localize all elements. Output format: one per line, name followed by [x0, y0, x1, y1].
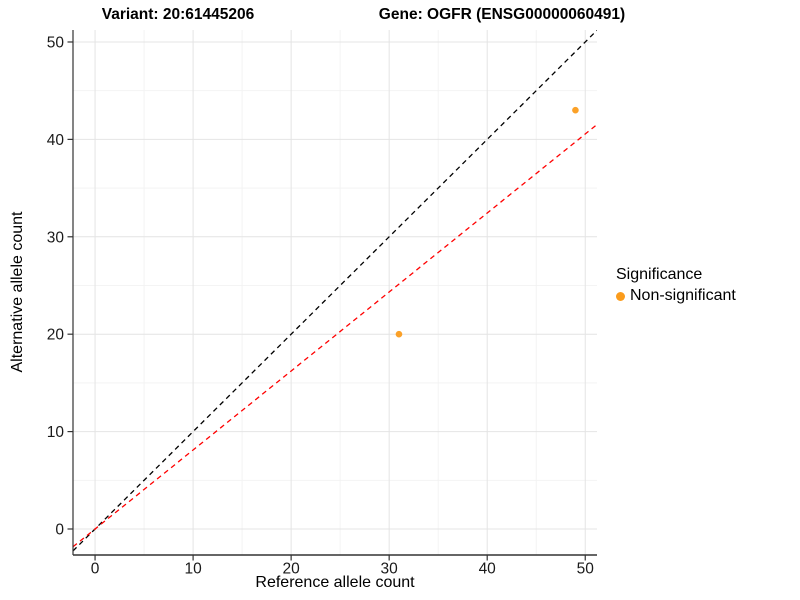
x-axis-title: Reference allele count [255, 574, 415, 591]
x-tick-label: 40 [479, 561, 497, 578]
expected-ratio-line [73, 124, 597, 548]
x-tick-label: 10 [184, 561, 202, 578]
data-point [572, 106, 579, 114]
legend: Significance Non-significant [616, 266, 736, 305]
y-axis-title: Alternative allele count [9, 211, 26, 373]
y-tick-label: 0 [55, 521, 64, 538]
y-tick-label: 10 [47, 424, 65, 441]
x-tick-label: 0 [91, 561, 100, 578]
identity-line [73, 30, 597, 552]
y-tick-label: 50 [47, 34, 65, 51]
legend-item-label: Non-significant [630, 287, 736, 304]
y-tick-label: 30 [47, 229, 65, 246]
data-point [395, 330, 403, 338]
y-tick-label: 40 [47, 132, 65, 149]
legend-title: Significance [616, 266, 703, 283]
y-tick-label: 20 [47, 327, 65, 344]
x-tick-label: 50 [577, 561, 595, 578]
legend-item-non-significant: Non-significant [616, 287, 736, 305]
variant-title: Variant: 20:61445206 [101, 6, 255, 23]
legend-point-icon [616, 291, 625, 301]
x-tick-label: 20 [283, 561, 301, 578]
x-tick-label: 30 [381, 561, 399, 578]
gene-title: Gene: OGFR (ENSG00000060491) [378, 6, 626, 23]
